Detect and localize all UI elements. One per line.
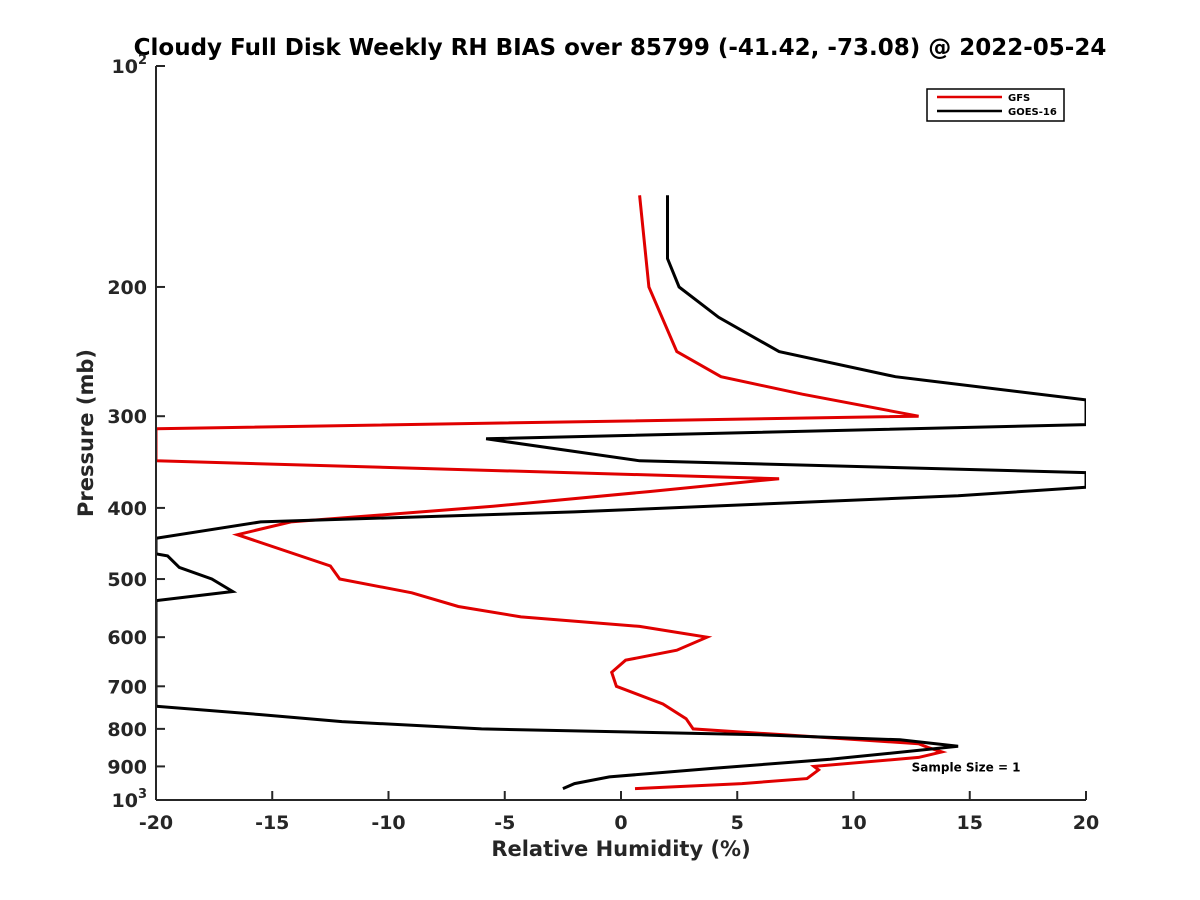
- y-axis-ticks: 102 200 300 400 500 600 700 800 900 103: [107, 53, 165, 812]
- series-line-goes-16: [156, 195, 1086, 790]
- series-line-gfs: [156, 195, 948, 791]
- x-tick-label: 5: [731, 812, 744, 834]
- x-tick-label: -10: [371, 812, 405, 834]
- x-tick-label: -5: [494, 812, 515, 834]
- chart-title: Cloudy Full Disk Weekly RH BIAS over 857…: [134, 35, 1107, 61]
- y-tick-label: 300: [107, 406, 147, 428]
- x-axis-ticks: -20 -15 -10 -5 0 5 10 15 20: [139, 791, 1099, 834]
- y-tick-label: 600: [107, 627, 147, 649]
- y-tick-label: 800: [107, 719, 147, 741]
- legend-box: [926, 88, 1065, 122]
- y-tick-label: 102: [112, 53, 148, 78]
- y-tick-label: 103: [112, 787, 148, 812]
- legend: GFS GOES-16: [926, 88, 1065, 122]
- sample-size-annotation: Sample Size = 1: [912, 760, 1021, 774]
- x-tick-label: 10: [840, 812, 866, 834]
- y-tick-label: 500: [107, 569, 147, 591]
- x-tick-label: 15: [957, 812, 983, 834]
- x-tick-label: 20: [1073, 812, 1099, 834]
- x-tick-label: -15: [255, 812, 289, 834]
- legend-label-gfs: GFS: [1008, 93, 1030, 104]
- x-tick-label: 0: [614, 812, 627, 834]
- y-tick-label: 900: [107, 756, 147, 778]
- x-tick-label: -20: [139, 812, 173, 834]
- y-tick-label: 400: [107, 498, 147, 520]
- y-tick-label: 200: [107, 277, 147, 299]
- y-tick-label: 700: [107, 676, 147, 698]
- plot-area: [156, 195, 1086, 791]
- x-axis-label: Relative Humidity (%): [491, 837, 750, 861]
- legend-label-goes-16: GOES-16: [1008, 107, 1057, 118]
- y-axis-label: Pressure (mb): [74, 349, 98, 517]
